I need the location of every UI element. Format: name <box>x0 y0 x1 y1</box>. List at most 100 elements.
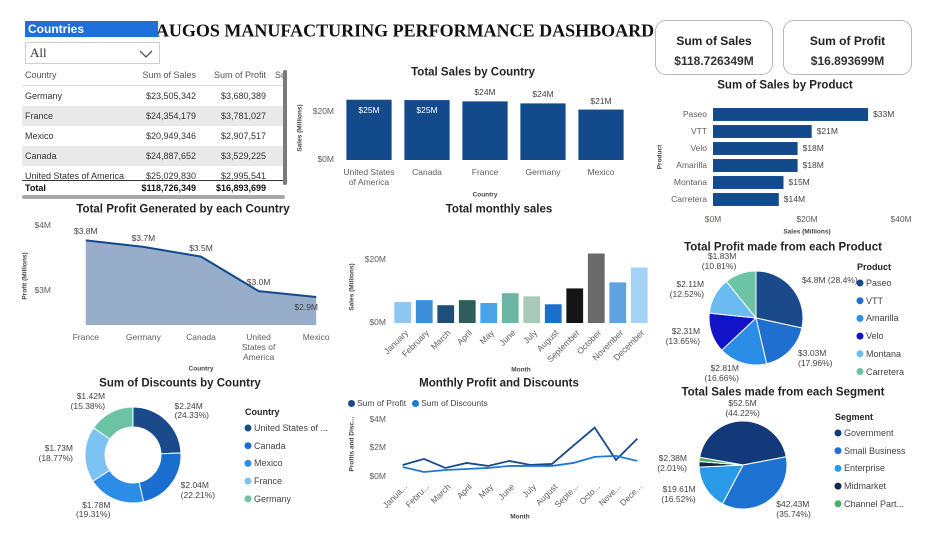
legend-swatch <box>244 495 252 503</box>
legend-swatch <box>856 350 864 358</box>
bar <box>630 267 648 323</box>
slicer-dropdown[interactable]: All <box>25 42 160 64</box>
bar <box>523 296 541 323</box>
total-cell: Total <box>25 183 46 193</box>
x-axis-title: Country <box>188 365 214 373</box>
legend-label: United States of ... <box>254 422 329 433</box>
y-tick-label: Carretera <box>671 193 707 204</box>
x-tick-label: $20M <box>796 214 818 225</box>
data-label: $4.8M (28.4%) <box>801 275 858 286</box>
data-label: $18M <box>802 142 824 153</box>
data-label: $2.24M (24.33%) <box>174 400 210 421</box>
data-label: $24M <box>474 87 496 98</box>
legend-label: Sum of Discounts <box>421 398 488 408</box>
legend-title: Segment <box>835 411 874 422</box>
table-row: France $24,354,179 $3,781,027 <box>22 106 284 126</box>
scrollbar[interactable] <box>22 195 285 199</box>
scrollbar[interactable] <box>283 70 287 185</box>
x-tick-label: France <box>72 332 100 342</box>
data-label: $2.04M (22.21%) <box>180 480 216 501</box>
data-label: $3.5M <box>189 242 213 253</box>
slicer-title: Countries <box>25 21 158 37</box>
x-axis-title: Month <box>510 513 530 521</box>
x-tick-label: $40M <box>890 214 912 225</box>
total-cell: $16,893,699 <box>215 183 266 193</box>
table-cell: France <box>25 111 54 121</box>
bar <box>462 101 508 160</box>
data-label: $1.78M (19.31%) <box>75 499 111 520</box>
data-label: $33M <box>873 108 895 119</box>
y-axis-title: Profits and Disc... <box>348 416 356 472</box>
y-tick-label: VTT <box>690 125 707 136</box>
bar <box>713 125 812 138</box>
legend-title: Product <box>857 261 892 272</box>
x-axis-title: Sales (Millions) <box>783 228 831 236</box>
data-label: $2.11M (12.52%) <box>669 279 705 299</box>
header-rule <box>22 85 284 86</box>
legend: Sum of Profit Sum of Discounts <box>348 398 488 408</box>
data-label: $3.0M <box>246 277 271 288</box>
y-tick-label: $20M <box>312 105 334 116</box>
table-cell: United States of America <box>25 171 125 180</box>
legend-swatch <box>834 464 842 472</box>
slice <box>698 456 744 466</box>
legend-item: Sum of Discounts <box>412 398 488 408</box>
table-cell: Germany <box>25 91 63 101</box>
data-label: $21M <box>590 95 612 106</box>
legend-title: Country <box>245 406 280 417</box>
x-tick-label: United States of America <box>241 332 276 362</box>
y-axis-title: Profit (Millions) <box>21 251 29 300</box>
line <box>85 239 317 298</box>
data-label: $1.83M (10.81%) <box>701 251 737 272</box>
y-tick-label: $4M <box>34 220 51 231</box>
line <box>402 455 638 473</box>
chart-title: Total Sales by Country <box>411 66 535 79</box>
y-tick-label: Amarilla <box>676 159 707 170</box>
chart-title: Total Sales made from each Segment <box>681 386 885 399</box>
legend-label: Enterprise <box>844 463 886 474</box>
chart-title: Sum of Discounts by Country <box>99 377 261 390</box>
data-label: $21M <box>816 125 838 136</box>
data-label: $24M <box>532 89 554 100</box>
data-table: Country Sum of Sales Sum of Profit Su German… <box>22 66 286 196</box>
legend-swatch <box>348 399 355 407</box>
legend-label: Government <box>844 427 894 438</box>
slice <box>699 420 787 466</box>
y-tick-label: $2M <box>369 442 386 453</box>
slice <box>698 464 744 505</box>
data-label: $3.8M <box>73 226 98 237</box>
legend-label: Mexico <box>254 458 283 469</box>
y-tick-label: $0M <box>369 317 386 328</box>
table-row: Canada $24,887,652 $3,529,225 <box>22 146 284 166</box>
data-label: $42.43M (35.74%) <box>776 499 811 520</box>
legend-swatch <box>834 482 842 490</box>
slice <box>721 317 768 366</box>
x-tick-label: United States of America <box>343 167 395 187</box>
y-tick-label: $0M <box>317 154 334 165</box>
bar <box>404 100 450 160</box>
y-tick-label: $3M <box>34 285 51 296</box>
chart-title: Monthly Profit and Discounts <box>419 377 579 390</box>
bar <box>713 193 779 206</box>
data-label: $3.03M (17.96%) <box>798 348 833 369</box>
card-label: Sum of Profit <box>809 34 886 48</box>
y-tick-label: $20M <box>364 253 386 264</box>
bar <box>394 302 412 323</box>
y-axis-title: Sales (Millions) <box>348 262 356 311</box>
legend-swatch <box>834 500 842 508</box>
legend-label: Sum of Profit <box>357 398 407 408</box>
total-cell: $118,726,349 <box>141 183 196 193</box>
data-label: $15M <box>788 176 810 187</box>
legend-label: Velo <box>866 330 884 341</box>
y-tick-label: Paseo <box>682 108 707 119</box>
chevron[interactable] <box>139 49 153 59</box>
slice <box>721 456 788 510</box>
legend-label: Amarilla <box>866 313 899 324</box>
y-tick-label: $4M <box>369 413 386 424</box>
slicer-value[interactable]: All <box>30 45 47 60</box>
legend-swatch <box>244 424 252 432</box>
legend-swatch <box>244 442 252 450</box>
column-header: Country <box>25 70 57 80</box>
bar <box>437 305 455 323</box>
